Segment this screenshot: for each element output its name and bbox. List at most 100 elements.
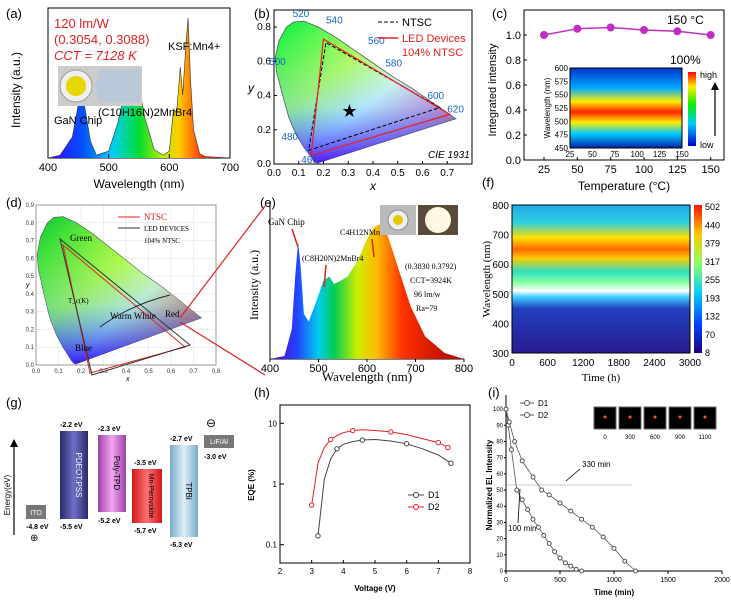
legend-d2: D2	[428, 502, 440, 512]
x-tick-label: 50	[571, 164, 583, 176]
panel-f: (f)	[481, 175, 731, 385]
wavelength-label: 460	[301, 155, 318, 166]
colorbar-label: 8	[705, 348, 710, 358]
planckian-locus	[99, 294, 171, 328]
y-tick-label: 0.8	[26, 221, 35, 227]
x-tick-label: 1500	[660, 577, 676, 584]
panel-f-label: (f)	[482, 175, 495, 190]
gan-chip-label: GaN Chip	[54, 115, 102, 127]
x-tick-label: 0.4	[122, 369, 131, 375]
inset-glow	[628, 415, 632, 419]
d2-line	[311, 429, 449, 506]
data-point	[535, 524, 541, 530]
x-tick-label: 0.1	[54, 369, 63, 375]
y-tick-label: 0.4	[257, 91, 271, 102]
panel-i-label: (i)	[488, 385, 500, 400]
panel-e: (e) 400 500 600 700 800 Wavelength (nm) Inte…	[240, 195, 482, 385]
data-point	[546, 540, 552, 546]
x-tick-label: 0.0	[267, 168, 281, 179]
x-tick-label: 0.2	[77, 369, 86, 375]
white-point-star: ★	[341, 101, 357, 121]
y-tick-label: 0.8	[257, 22, 271, 33]
gan-arrow	[291, 228, 299, 248]
data-point	[403, 441, 410, 447]
inset-glow	[703, 415, 707, 419]
data-point	[600, 534, 606, 540]
x-tick-label: 500	[99, 162, 117, 174]
data-point	[622, 558, 628, 564]
y-tick-label: 90	[496, 423, 503, 429]
data-point	[579, 568, 585, 574]
panel-h-label: (h)	[254, 385, 270, 400]
x-axis-label: x	[125, 376, 130, 383]
panel-i: (i) 0 500 1000 1500 2000 0 10 20 30 40 50 60 70 80 90 1…	[482, 385, 731, 600]
x-tick-label: 2	[278, 567, 283, 576]
polytpd-top: -2.3 eV	[98, 426, 121, 433]
wavelength-label: 520	[293, 9, 310, 20]
inset-x-tick-label: 50	[588, 150, 597, 159]
y-tick-label: 70	[496, 456, 503, 462]
legend-d2-marker	[413, 504, 419, 510]
panel-a-label: (a)	[6, 6, 22, 21]
legend-led: LED DEVICES	[144, 225, 189, 233]
y-axis-label: Integrated intensity	[487, 43, 499, 136]
legend-d2: D2	[538, 411, 549, 420]
x-tick-label: 0.3	[341, 168, 355, 179]
x-tick-label: 7	[436, 567, 441, 576]
data-point	[557, 500, 563, 506]
panel-a-chart: 400 500 600 700 Wavelength (nm) Intensity (…	[9, 7, 239, 191]
y-tick-label: 0.2	[506, 130, 521, 142]
d2-line	[505, 409, 636, 572]
colorbar-label: 255	[705, 275, 720, 285]
x-tick-label: 600	[358, 363, 376, 375]
ntsc-triangle	[308, 41, 442, 152]
d1-line	[505, 409, 582, 572]
data-point	[519, 497, 525, 503]
led-photo	[58, 66, 142, 106]
legend-led: LED Devices	[402, 33, 466, 45]
colorbar-label: 379	[705, 239, 720, 249]
y-tick-label: 10	[496, 553, 503, 559]
intensity-line	[543, 26, 711, 36]
x-tick-label: 100	[635, 164, 653, 176]
y-tick-label: 0	[500, 569, 504, 575]
inset-glow	[653, 415, 657, 419]
y-tick-label: 10	[268, 419, 277, 428]
x-tick-label: 400	[261, 363, 279, 375]
y-axis-label: Intensity (a.u.)	[9, 52, 23, 128]
led-photos	[380, 205, 458, 235]
info-cie: (0.3830 0.3792)	[405, 262, 457, 271]
y-tick-label: 60	[496, 472, 503, 478]
colorbar-label: 440	[705, 220, 720, 230]
pedot-name: PDEOT:PSS	[74, 453, 83, 498]
x-tick-label: 3000	[679, 358, 702, 369]
x-tick-label: 0	[504, 577, 508, 584]
temp-text: 150 °C	[667, 13, 704, 27]
x-tick-label: 3	[309, 567, 314, 576]
y-tick-label: 0.9	[26, 203, 35, 209]
inset-x-tick-label: 150	[675, 150, 689, 159]
heatmap	[511, 204, 691, 354]
x-tick-label: 2000	[714, 577, 730, 584]
colorbar-label: 132	[705, 312, 720, 322]
phosphor1-arrow	[323, 264, 327, 288]
x-axis-label: Voltage (V)	[354, 584, 396, 593]
data-point	[327, 436, 334, 443]
data-point	[519, 458, 525, 464]
y-tick-label: 0.6	[506, 80, 521, 92]
tpbi-bottom: -6.3 eV	[170, 542, 193, 549]
y-tick-label: 100	[493, 407, 504, 413]
y-tick-label: 0.7	[26, 239, 35, 245]
x-tick-label: 0.2	[317, 168, 331, 179]
wavelength-label: 540	[326, 16, 343, 27]
legend-d1-marker	[524, 400, 530, 406]
x-tick-label: 4	[341, 567, 346, 576]
data-point	[539, 487, 545, 493]
data-point	[445, 444, 451, 451]
y-tick-label: 0.0	[26, 363, 35, 369]
data-point	[546, 492, 552, 498]
y-tick-label: 1.0	[506, 30, 521, 42]
inset-glow	[678, 415, 682, 419]
panel-e-chart: 400 500 600 700 800 Wavelength (nm) Intensit…	[247, 201, 473, 384]
inset-x-tick-label: 125	[653, 150, 667, 159]
